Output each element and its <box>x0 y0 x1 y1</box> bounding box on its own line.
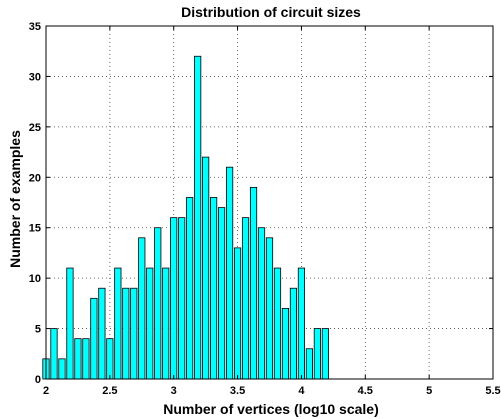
histogram-bar <box>58 358 66 380</box>
x-axis-label: Number of vertices (log10 scale) <box>163 401 379 417</box>
histogram-bar <box>289 287 298 380</box>
chart-title: Distribution of circuit sizes <box>181 4 361 20</box>
y-tick-label: 10 <box>29 273 41 285</box>
y-axis-label: Number of examples <box>7 130 23 268</box>
histogram-bar <box>98 287 106 380</box>
histogram-bar <box>305 348 314 380</box>
histogram-bar <box>297 267 306 380</box>
histogram-bar <box>178 217 186 380</box>
histogram-bar <box>82 338 90 380</box>
x-tick-label: 4.5 <box>358 385 373 397</box>
y-tick-label: 0 <box>35 374 41 386</box>
histogram-bar <box>66 267 74 380</box>
histogram-bar <box>225 166 234 380</box>
histogram-bar <box>170 217 178 380</box>
histogram-bar <box>130 287 138 380</box>
y-tick-label: 35 <box>29 21 41 33</box>
histogram-bar <box>257 227 266 380</box>
y-tick-label: 25 <box>29 122 41 134</box>
y-tick-label: 20 <box>29 172 41 184</box>
histogram-bar <box>186 197 194 380</box>
histogram-bar <box>146 267 154 380</box>
y-tick-label: 15 <box>29 223 41 235</box>
histogram-bar <box>313 328 321 380</box>
histogram-bar <box>233 247 242 380</box>
histogram-bar <box>202 156 210 380</box>
histogram-bar <box>265 237 274 380</box>
y-tick-label: 30 <box>29 71 41 83</box>
histogram-bar <box>241 217 250 380</box>
histogram-bar <box>50 328 58 380</box>
bars <box>42 55 329 380</box>
histogram-bar <box>106 338 114 380</box>
histogram-bar <box>249 186 258 380</box>
histogram-bar <box>210 197 218 380</box>
histogram-bar <box>74 338 82 380</box>
histogram-bar <box>321 328 329 380</box>
x-tick-label: 2 <box>43 385 49 397</box>
x-tick-label: 5 <box>426 385 432 397</box>
histogram-bar <box>114 267 122 380</box>
histogram-bar <box>281 307 290 380</box>
histogram-bar <box>194 55 202 380</box>
histogram-bar <box>90 297 98 380</box>
histogram-bar <box>122 287 130 380</box>
histogram-bar <box>154 227 162 380</box>
x-tick-label: 3 <box>171 385 177 397</box>
grid-lines <box>46 26 493 379</box>
histogram-bar <box>162 267 170 380</box>
x-tick-label: 4 <box>298 385 305 397</box>
x-tick-label: 5.5 <box>485 385 500 397</box>
histogram-bar <box>218 207 226 380</box>
x-tick-label: 3.5 <box>230 385 245 397</box>
histogram-bar <box>138 237 146 380</box>
axes: 2 2.5 3 3.5 4 4.5 5 5.5 0 5 10 15 20 25 30 35 <box>29 21 501 397</box>
x-tick-label: 2.5 <box>102 385 117 397</box>
histogram-bar <box>273 267 282 380</box>
plot-frame <box>45 25 494 380</box>
y-tick-label: 5 <box>35 324 41 336</box>
